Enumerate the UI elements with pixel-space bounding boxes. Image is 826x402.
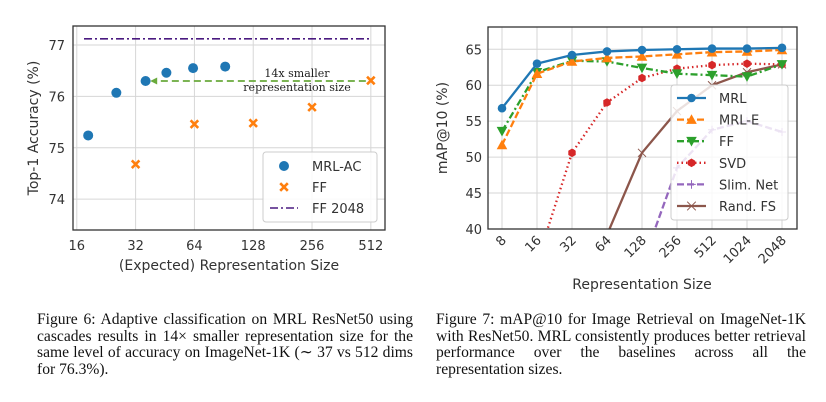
ff-point: [776, 60, 788, 70]
x-tick-label: 128: [241, 239, 266, 254]
mrl-point: [742, 44, 752, 53]
annotation-line2: representation size: [243, 81, 350, 94]
ff-point: [248, 118, 258, 128]
legend-marker-svd: [687, 158, 696, 168]
x-tick-label: 1024: [721, 233, 755, 267]
y-tick-label: 55: [465, 115, 482, 130]
legend-marker-ff: [686, 136, 697, 147]
mrl-point: [707, 44, 717, 53]
y-tick-label: 65: [465, 43, 482, 58]
ff-point: [671, 69, 683, 80]
legend-label: Slim. Net: [719, 178, 778, 193]
y-tick-label: 74: [48, 193, 65, 208]
mrl-ac-point: [161, 67, 172, 78]
mrl-e-point: [671, 49, 683, 59]
svd-point: [638, 73, 646, 83]
legend-marker-slim-net: [687, 180, 696, 189]
legend-label: MRL-AC: [312, 160, 361, 175]
mrl-ac-point: [140, 75, 151, 86]
mrl-point: [672, 44, 682, 54]
legend-label: MRL: [719, 92, 747, 107]
svd-point: [743, 59, 751, 68]
y-tick-label: 76: [48, 90, 65, 105]
mrl-point: [777, 43, 787, 53]
x-tick-label: 64: [186, 239, 203, 254]
ff-point: [189, 119, 200, 129]
legend-label: MRL-E: [719, 114, 759, 129]
annotation-line1: 14x smaller: [264, 67, 330, 80]
y-tick-label: 75: [48, 142, 65, 157]
mrl-ac-point: [111, 87, 122, 98]
svd-point: [568, 148, 576, 158]
x-tick-label: 128: [622, 233, 650, 261]
legend-label: FF: [719, 135, 734, 150]
tick-labels: 16 32 64 128 256 512 74 75 76 77: [48, 39, 383, 254]
legend-box: [262, 151, 378, 223]
figure-7-chart: MRL MRL-E FF SVD Slim. Net Rand. FS 8 16 32 64 12…: [435, 26, 798, 293]
x-tick-label: 16: [69, 239, 86, 254]
mrl-ac-point: [188, 63, 199, 74]
ff-point: [741, 72, 753, 82]
x-tick-label: 16: [523, 233, 545, 255]
plot-marks: [83, 38, 376, 169]
y-axis-label: Top-1 Accuracy (%): [26, 61, 42, 197]
mrl-ac-point: [220, 61, 231, 72]
figure-7-caption: Figure 7: mAP@10 for Image Retrieval on …: [436, 311, 806, 378]
legend-marker-mrl: [687, 93, 696, 103]
mrl-point: [497, 103, 507, 113]
x-tick-label: 32: [127, 239, 144, 254]
x-tick-label: 512: [692, 233, 720, 261]
y-axis-label: mAP@10 (%): [435, 82, 451, 174]
mrl-e-point: [636, 51, 648, 61]
mrl-point: [567, 50, 577, 60]
svd-point: [603, 98, 611, 107]
x-tick-label: 256: [657, 233, 685, 261]
legend-marker-mrl-e: [686, 114, 697, 124]
ff-point: [307, 102, 317, 112]
ff-point: [706, 70, 718, 81]
legend-marker-ff: [279, 182, 289, 192]
legend: MRL-AC FF FF 2048: [262, 151, 378, 223]
mrl-e-point: [496, 139, 508, 150]
ff-point: [130, 159, 141, 169]
mrl-e-point: [566, 56, 578, 66]
arrow-head: [150, 77, 158, 85]
ff-point: [496, 126, 508, 137]
mrl-point: [532, 59, 542, 68]
grid: [73, 26, 385, 230]
y-tick-label: 60: [465, 79, 482, 94]
x-tick-label: 512: [358, 239, 383, 254]
rand-fs-point: [637, 148, 647, 158]
figure-6-caption: Figure 6: Adaptive classification on MRL…: [37, 311, 413, 378]
x-tick-label: 32: [558, 233, 580, 255]
x-tick-label: 64: [593, 233, 615, 255]
legend-marker-mrl-ac: [279, 161, 289, 171]
plot-frame: [487, 26, 798, 230]
x-tick-label: 8: [493, 233, 509, 249]
svd-point: [708, 60, 716, 70]
legend-label: SVD: [719, 157, 746, 172]
legend-marker-rand-fs: [686, 201, 697, 211]
ff-point: [636, 63, 648, 74]
legend-label: FF 2048: [312, 202, 364, 217]
x-tick-label: 2048: [756, 233, 790, 267]
y-tick-label: 77: [48, 39, 65, 54]
x-axis-label: (Expected) Representation Size: [119, 258, 339, 274]
plot-frame: [72, 25, 386, 231]
legend-label: Rand. FS: [719, 200, 776, 215]
mrl-point: [637, 45, 647, 55]
x-tick-label: 256: [300, 239, 325, 254]
legend: MRL MRL-E FF SVD Slim. Net Rand. FS: [670, 84, 789, 221]
mrl-point: [602, 47, 612, 56]
mrl-ac-point: [83, 130, 94, 141]
y-tick-label: 45: [465, 187, 482, 202]
mrl-e-point: [531, 68, 543, 79]
figure-6-chart: 14x smaller representation size 16 32 64 12…: [26, 25, 386, 274]
legend-label: FF: [312, 181, 327, 196]
mrl-e-point: [601, 52, 613, 63]
x-axis-label: Representation Size: [572, 277, 712, 293]
y-tick-label: 40: [465, 223, 482, 238]
ff-point: [366, 75, 376, 86]
y-tick-label: 50: [465, 151, 482, 166]
